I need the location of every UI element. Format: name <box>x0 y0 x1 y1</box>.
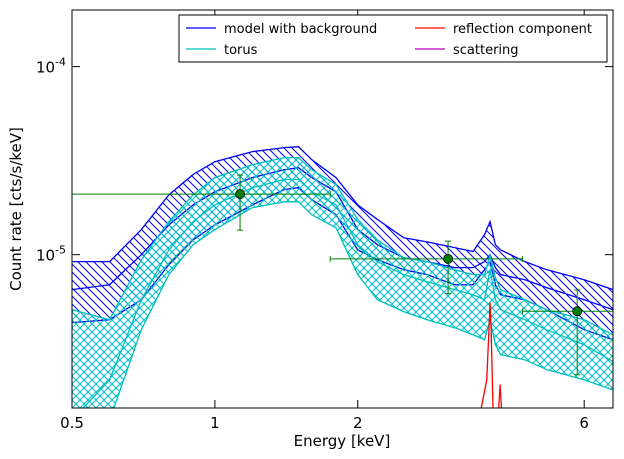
axes: 0.5 1 2 6 10-4 10-5 <box>36 9 614 432</box>
legend-label: scattering <box>453 43 519 58</box>
legend: model with background torus reflection com… <box>178 14 608 63</box>
y-tick-label: 10-5 <box>36 244 66 265</box>
x-tick-label: 1 <box>210 414 220 432</box>
legend-label: reflection component <box>453 22 592 37</box>
series-line <box>82 178 613 408</box>
data-point <box>572 306 583 317</box>
band-edge <box>72 146 613 291</box>
band-hatch <box>72 157 613 408</box>
x-tick-label: 2 <box>353 414 363 432</box>
data-point <box>235 189 245 199</box>
y-tick-label: 10-4 <box>36 56 66 77</box>
legend-box <box>178 14 608 63</box>
plot-frame <box>71 9 614 409</box>
y-axis-label: Count rate [cts/s/keV] <box>7 127 25 291</box>
data-point <box>443 253 453 264</box>
plot-area <box>72 146 613 408</box>
x-tick-label: 0.5 <box>60 414 84 432</box>
band-edge <box>113 201 613 408</box>
legend-label: torus <box>224 43 258 58</box>
series-line <box>480 302 503 408</box>
band-edge <box>72 157 613 336</box>
x-tick-label: 6 <box>579 414 589 432</box>
legend-label: model with background <box>224 22 377 37</box>
x-axis-label: Energy [keV] <box>294 432 391 450</box>
